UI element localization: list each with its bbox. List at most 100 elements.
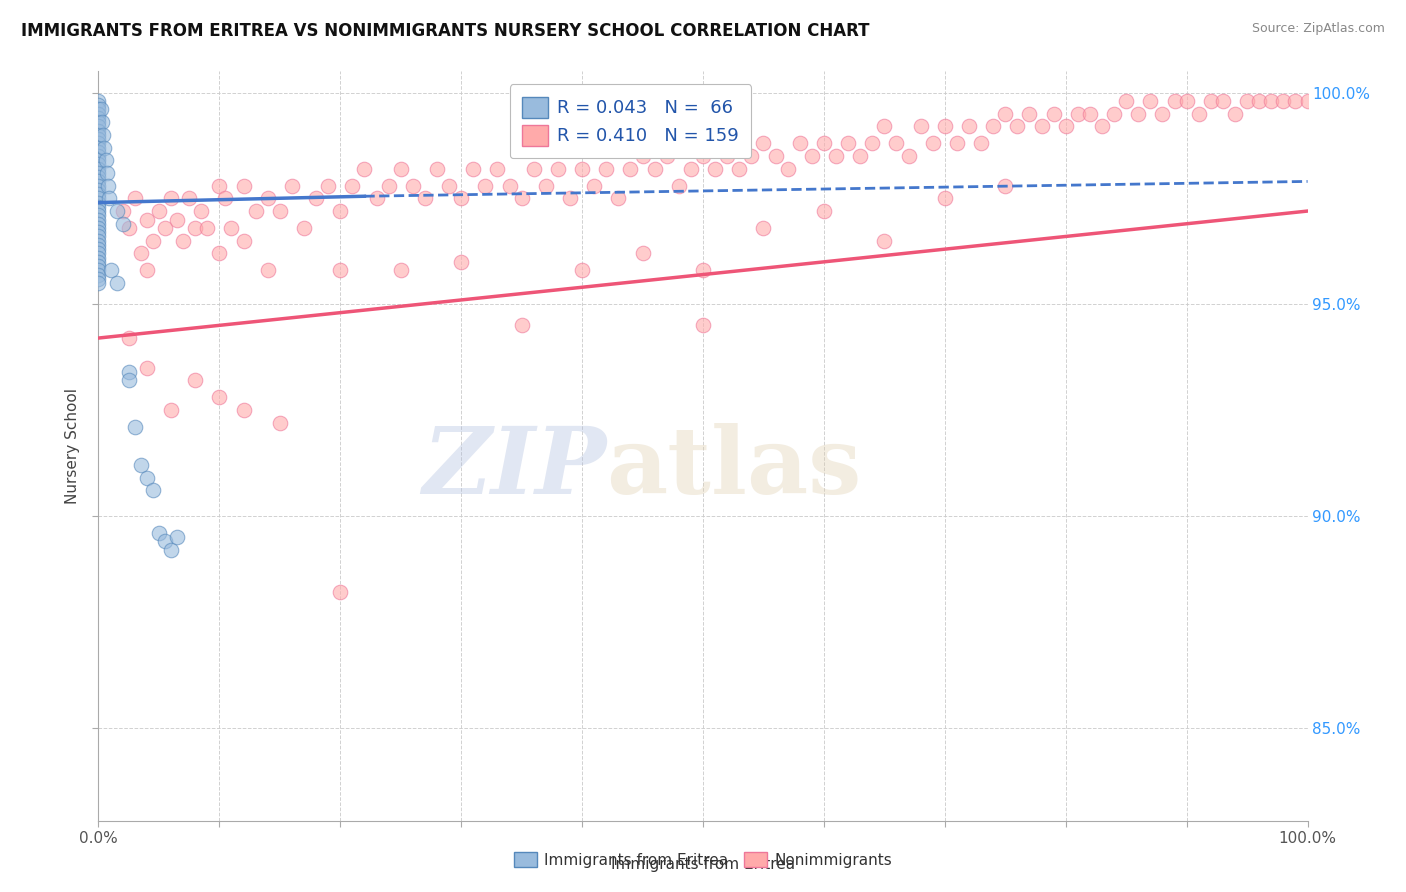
Point (87, 111, 110, 125)
Point (135, 471, 157, 485)
Point (1031, 120, 1053, 134)
Point (716, 149, 738, 163)
Point (105, 276, 128, 290)
Point (1042, 106, 1064, 120)
Point (208, 390, 231, 404)
Point (510, 318, 533, 333)
Point (389, 161, 412, 176)
Point (571, 161, 593, 176)
Point (1163, 94, 1185, 108)
Point (153, 221, 176, 235)
Point (87, 103, 110, 117)
Point (1249, 94, 1271, 108)
Point (87, 238, 110, 252)
Point (179, 191, 201, 205)
Point (148, 525, 170, 540)
Point (87, 161, 110, 176)
Point (111, 217, 134, 231)
Point (1223, 106, 1246, 120)
Point (292, 221, 315, 235)
Point (450, 255, 472, 269)
Point (463, 161, 485, 176)
Point (184, 221, 207, 235)
Point (166, 212, 188, 227)
Point (886, 136, 908, 151)
Point (873, 120, 896, 134)
Point (1284, 94, 1306, 108)
Point (129, 458, 152, 472)
Point (87, 229, 110, 244)
Point (87, 157, 110, 171)
Point (873, 234, 896, 248)
Point (837, 136, 859, 151)
Point (789, 136, 811, 151)
Point (269, 204, 291, 219)
Point (1152, 106, 1174, 120)
Point (402, 178, 425, 193)
Point (111, 204, 134, 219)
Point (87, 204, 110, 219)
Point (316, 178, 339, 193)
Point (957, 120, 980, 134)
Point (160, 403, 183, 417)
Point (704, 161, 727, 176)
Point (897, 149, 920, 163)
Point (118, 331, 141, 345)
Point (813, 204, 835, 219)
Point (221, 221, 243, 235)
Point (1091, 120, 1114, 134)
Text: IMMIGRANTS FROM ERITREA VS NONIMMIGRANTS NURSERY SCHOOL CORRELATION CHART: IMMIGRANTS FROM ERITREA VS NONIMMIGRANTS… (21, 22, 869, 40)
Point (728, 161, 751, 176)
Point (87, 174, 110, 188)
Point (90, 103, 112, 117)
Point (87, 132, 110, 146)
Point (87, 276, 110, 290)
Point (426, 161, 449, 176)
Point (631, 149, 654, 163)
Point (813, 136, 835, 151)
Point (498, 178, 520, 193)
Point (910, 120, 932, 134)
Point (1188, 106, 1211, 120)
Point (740, 149, 762, 163)
Point (256, 263, 278, 277)
Point (87, 251, 110, 265)
Point (1128, 106, 1150, 120)
Text: ZIP: ZIP (422, 424, 606, 514)
Point (94, 153, 117, 168)
Point (87, 140, 110, 154)
Y-axis label: Nursery School: Nursery School (65, 388, 80, 504)
Point (172, 234, 194, 248)
Point (1175, 94, 1198, 108)
Point (692, 318, 714, 333)
Point (166, 530, 188, 544)
Point (195, 221, 218, 235)
Point (87, 268, 110, 282)
Point (87, 178, 110, 193)
Point (256, 191, 278, 205)
Point (91, 115, 114, 129)
Point (87, 106, 110, 120)
Point (87, 263, 110, 277)
Point (765, 149, 787, 163)
Text: Source: ZipAtlas.com: Source: ZipAtlas.com (1251, 22, 1385, 36)
Point (87, 166, 110, 180)
Point (87, 212, 110, 227)
Point (135, 212, 157, 227)
Point (934, 191, 956, 205)
Point (631, 246, 654, 260)
Point (148, 204, 170, 219)
Point (583, 178, 606, 193)
Point (571, 263, 593, 277)
Point (921, 136, 943, 151)
Point (366, 191, 388, 205)
Point (245, 204, 267, 219)
Point (437, 178, 460, 193)
Point (208, 246, 231, 260)
Point (1260, 94, 1282, 108)
Point (1199, 94, 1222, 108)
Point (269, 416, 291, 430)
Point (800, 149, 823, 163)
Point (98, 191, 121, 205)
Point (87, 136, 110, 151)
